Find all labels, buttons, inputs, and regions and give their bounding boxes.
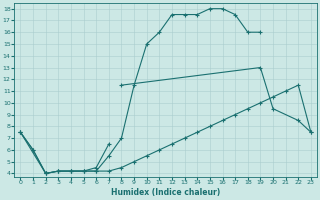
X-axis label: Humidex (Indice chaleur): Humidex (Indice chaleur) bbox=[111, 188, 220, 197]
